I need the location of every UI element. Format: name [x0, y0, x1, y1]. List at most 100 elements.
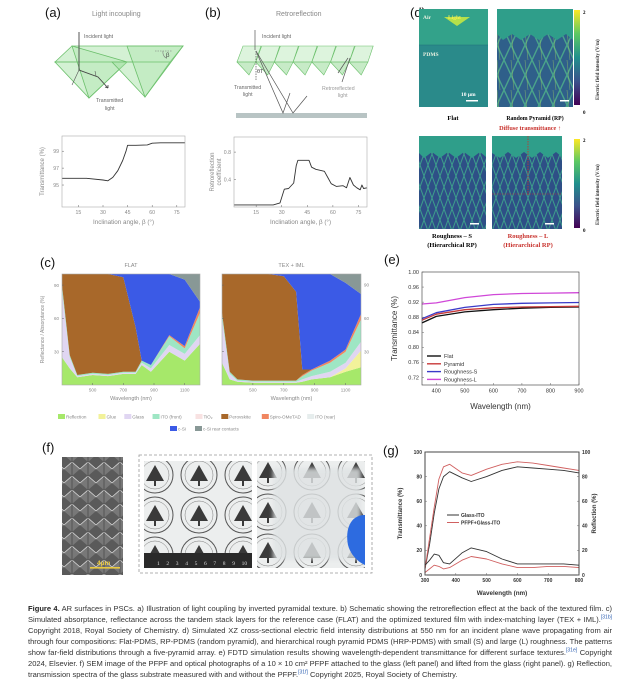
legend-label: Flat — [444, 354, 454, 360]
photo-lifted — [257, 461, 365, 568]
panel-label-b: (b) — [205, 5, 221, 20]
logo-ring — [180, 461, 218, 494]
sem-scale-label: 4μm — [97, 560, 111, 567]
photo-frame — [138, 454, 373, 574]
panel-a-title: Light incoupling — [92, 11, 141, 18]
legend-label: Reflection — [66, 415, 87, 420]
y-tick-label: 90 — [54, 283, 60, 288]
y-tick-label: 0.4 — [224, 177, 231, 183]
legend-swatch — [195, 426, 202, 431]
scale-bar — [466, 100, 478, 102]
y-tick-label: 60 — [364, 316, 370, 321]
x-tick-label: 800 — [546, 389, 555, 395]
air-label: Air — [423, 15, 432, 21]
pyramid — [348, 61, 369, 76]
x-axis-label: Wavelength (nm) — [110, 396, 152, 402]
x-tick-label: 800 — [575, 578, 584, 584]
panel-b: (b) Retroreflection θT Incident light Tr… — [205, 5, 374, 118]
legend-label: TiO₂ — [204, 415, 213, 420]
x-tick-label: 1100 — [180, 388, 190, 393]
series-line — [62, 142, 185, 182]
inverted-pyramid-diagram — [53, 45, 184, 99]
ruler-number: 8 — [223, 561, 226, 567]
y-tick-label: 0.96 — [408, 285, 419, 291]
logo-trunk — [154, 481, 156, 486]
series-line-roughness-s — [421, 301, 580, 320]
y-tick-label: 60 — [54, 316, 60, 321]
x-tick-label: 500 — [89, 388, 97, 393]
legend-label: Glass-ITO — [461, 513, 485, 519]
logo-trunk — [242, 521, 244, 526]
pyramid — [236, 61, 257, 76]
logo-trunk — [198, 521, 200, 526]
ruler-number: 1 — [157, 561, 160, 567]
logo-ring — [184, 461, 214, 490]
y-axis-label: Transmittance (%) — [390, 296, 399, 361]
glove — [347, 515, 365, 565]
field-map-flat: Air Light PDMS 10 μm — [419, 9, 488, 107]
legend-label: Spiro-OMeTAD — [270, 415, 302, 420]
legend-label: PFPF+Glass-ITO — [461, 521, 500, 527]
legend-swatch — [58, 414, 65, 419]
logo-trunk — [198, 481, 200, 486]
x-axis-label: Wavelength (nm) — [477, 590, 528, 597]
y-tick-label: 0.88 — [408, 315, 419, 321]
x-tick-label: 600 — [489, 389, 498, 395]
caption-label: Figure 4. — [28, 604, 60, 613]
roughness-s-sublabel: (Hierarchical RP) — [427, 242, 477, 249]
x-tick-label: 900 — [574, 389, 583, 395]
ruler-number: 5 — [195, 561, 198, 567]
light-ray — [78, 32, 109, 89]
x-tick-label: 400 — [452, 578, 461, 584]
logo-tree — [146, 505, 164, 521]
y-axis-label: Transmittance (%) — [398, 488, 404, 540]
panel-b-title: Retroreflection — [276, 11, 322, 18]
pyramid — [273, 61, 294, 76]
logo-tree — [234, 505, 252, 521]
x-tick-label: 500 — [482, 578, 491, 584]
x-tick-label: 60 — [330, 210, 336, 216]
x-tick-label: 400 — [432, 389, 441, 395]
chart-a: 15 30 45 60 75 95 97 99 Inclination angle, β (°)… — [40, 135, 186, 226]
x-tick-label: 60 — [149, 210, 155, 216]
panel-label-a: (a) — [45, 5, 61, 20]
panel-c-legend: Reflection Glue Glass ITO (front) TiO₂ Perovs… — [58, 414, 336, 432]
logo-ring — [144, 461, 174, 494]
colorbar-label: Electric field intensity (V/m) — [596, 39, 601, 100]
series-line-pfpf-glass-ito — [424, 556, 580, 573]
x-axis-label: Inclination angle, β (°) — [270, 218, 331, 226]
area-c-si-rear-contacts — [62, 274, 200, 302]
pyramid — [255, 61, 275, 76]
series-line — [234, 159, 368, 206]
caption-text: Copyright 2018, Royal Society of Chemist… — [28, 626, 612, 657]
pyramid — [329, 61, 350, 76]
light-arrow-icon — [444, 17, 470, 26]
x-tick-label: 700 — [280, 388, 288, 393]
light-label: Light — [448, 15, 461, 21]
logo-tree — [234, 465, 252, 481]
x-tick-label: 900 — [150, 388, 158, 393]
y-tick-label: 97 — [53, 166, 59, 172]
field-map-roughness-l — [492, 136, 562, 229]
colorbar-max: 2 — [583, 11, 586, 16]
caption-ref[interactable]: [31b] — [600, 614, 612, 621]
legend-label: c-Si rear contacts — [203, 427, 239, 432]
legend-label: Roughness-S — [444, 370, 478, 376]
x-tick-label: 75 — [356, 210, 362, 216]
y-tick-label: 0.92 — [408, 300, 419, 306]
caption-ref[interactable]: [31f] — [298, 669, 308, 676]
x-tick-label: 30 — [100, 210, 106, 216]
caption-ref[interactable]: [31e] — [566, 647, 578, 654]
plot-frame — [233, 136, 368, 208]
logo-ring — [228, 500, 252, 530]
x-tick-label: 500 — [460, 389, 469, 395]
legend-swatch — [261, 414, 269, 419]
chart-title: FLAT — [124, 263, 138, 269]
roughness-l-label: Roughness – L — [508, 233, 549, 240]
panel-f: 4μm 1 2 3 4 5 6 7 8 9 10 — [62, 454, 373, 575]
y-right-tick-label: 0 — [582, 573, 585, 579]
area-c-si-rear-contacts — [222, 274, 361, 294]
y-tick-label: 1.00 — [408, 270, 419, 276]
